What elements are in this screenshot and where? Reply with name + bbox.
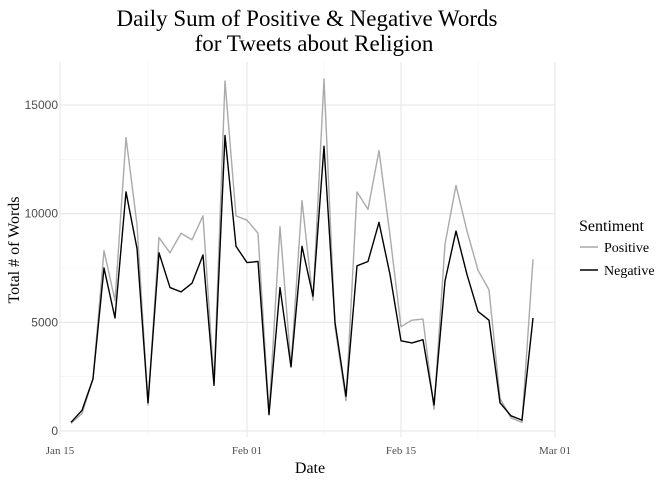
legend-label-positive: Positive [604,241,649,256]
x-tick-label: Jan 15 [46,445,75,457]
minor-gridlines [60,62,555,437]
y-axis-title: Total # of Words [6,196,23,303]
y-axis-tick-labels: 0 5000 10000 15000 [25,98,59,438]
x-axis-title: Date [295,460,325,477]
y-tick-label: 0 [51,424,58,438]
x-tick-label: Feb 15 [386,445,417,457]
legend-label-negative: Negative [604,264,655,279]
series-lines [70,78,534,424]
y-tick-label: 15000 [25,98,59,112]
x-axis-tick-labels: Jan 15 Feb 01 Feb 15 Mar 01 [46,445,571,457]
x-tick-label: Mar 01 [539,445,571,457]
legend-title: Sentiment [579,218,644,235]
y-tick-label: 10000 [25,207,59,221]
chart-title-line-1: Daily Sum of Positive & Negative Words [116,6,497,31]
series-line-negative [70,134,534,423]
x-tick-label: Feb 01 [232,445,262,457]
series-line-positive [70,78,534,424]
y-tick-label: 5000 [31,315,58,329]
chart-title-line-2: for Tweets about Religion [195,31,434,56]
legend: Sentiment Positive Negative [579,218,655,279]
